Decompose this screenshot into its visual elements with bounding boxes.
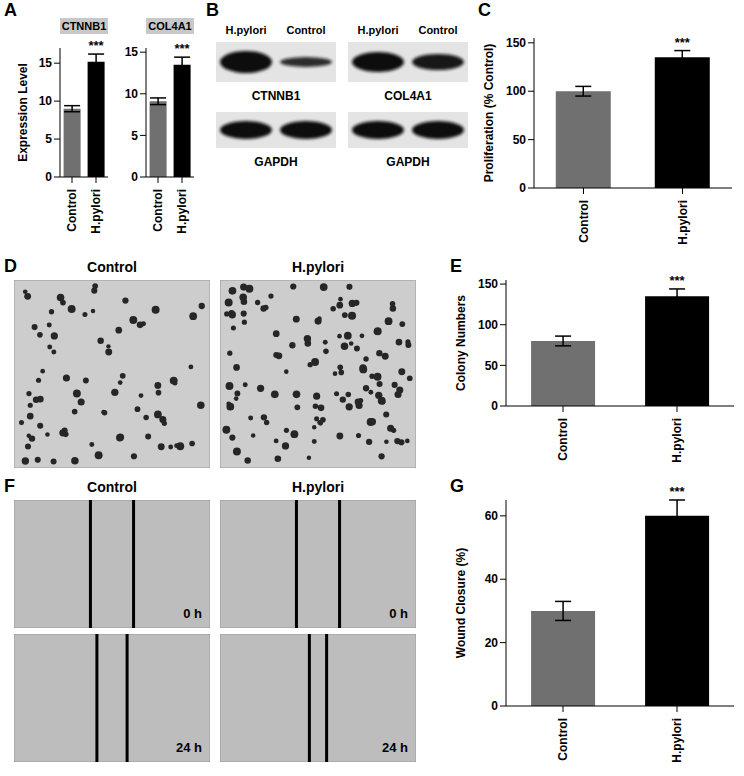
html-text:E: E	[450, 256, 462, 276]
html-text:F: F	[4, 476, 15, 496]
svg-text:20: 20	[485, 636, 499, 650]
svg-text:H.pylori: H.pylori	[89, 189, 103, 234]
svg-text:0: 0	[519, 181, 526, 195]
html-text:COL4A1: COL4A1	[148, 20, 192, 32]
svg-text:50: 50	[485, 359, 499, 373]
svg-text:***: ***	[89, 38, 105, 53]
svg-text:10: 10	[125, 87, 139, 101]
svg-text:Colony Numbers: Colony Numbers	[454, 295, 468, 391]
svg-text:Control: Control	[556, 718, 570, 761]
html-text:H.pylori: H.pylori	[291, 479, 345, 495]
html-text:A: A	[4, 0, 17, 20]
svg-text:0 h: 0 h	[389, 606, 408, 621]
svg-text:0: 0	[45, 170, 52, 184]
svg-text:COL4A1: COL4A1	[384, 89, 432, 103]
svg-text:100: 100	[478, 318, 498, 332]
svg-text:H.pylori: H.pylori	[676, 200, 690, 245]
svg-text:5: 5	[45, 132, 52, 146]
svg-text:100: 100	[506, 84, 526, 98]
svg-text:Control: Control	[65, 189, 79, 232]
svg-text:***: ***	[669, 484, 685, 499]
svg-text:Control: Control	[151, 189, 165, 232]
html-text:B: B	[206, 0, 219, 20]
html-text:Control: Control	[87, 479, 137, 495]
html-text:Control: Control	[87, 259, 137, 275]
svg-text:CTNNB1: CTNNB1	[252, 89, 301, 103]
svg-text:60: 60	[485, 509, 499, 523]
svg-text:10: 10	[39, 94, 53, 108]
svg-text:0: 0	[491, 399, 498, 413]
svg-text:Control: Control	[286, 24, 325, 36]
svg-text:150: 150	[478, 277, 498, 291]
svg-text:24 h: 24 h	[382, 740, 408, 755]
svg-text:GAPDH: GAPDH	[254, 155, 297, 169]
svg-text:0: 0	[131, 170, 138, 184]
svg-text:50: 50	[513, 133, 527, 147]
svg-text:Control: Control	[418, 24, 457, 36]
svg-text:H.pylori: H.pylori	[670, 718, 684, 763]
svg-text:Control: Control	[577, 200, 591, 243]
html-text:CTNNB1: CTNNB1	[61, 20, 107, 32]
svg-text:0 h: 0 h	[183, 606, 202, 621]
svg-text:***: ***	[175, 41, 191, 56]
html-text:C: C	[478, 0, 491, 20]
svg-text:H.pylori: H.pylori	[670, 418, 684, 463]
svg-text:H.pylori: H.pylori	[175, 189, 189, 234]
html-text:G: G	[450, 476, 464, 496]
svg-text:Wound Closure (%): Wound Closure (%)	[454, 548, 468, 658]
svg-text:H.pylori: H.pylori	[358, 24, 399, 36]
svg-text:Proliferation (% Control): Proliferation (% Control)	[482, 44, 496, 183]
svg-text:5: 5	[131, 129, 138, 143]
html-text:D: D	[4, 256, 17, 276]
svg-text:0: 0	[491, 699, 498, 713]
svg-text:Control: Control	[556, 418, 570, 461]
svg-text:Expression Level: Expression Level	[16, 63, 30, 162]
svg-text:GAPDH: GAPDH	[386, 155, 429, 169]
svg-text:40: 40	[485, 572, 499, 586]
svg-text:15: 15	[125, 45, 139, 59]
svg-text:***: ***	[669, 273, 685, 288]
svg-text:H.pylori: H.pylori	[226, 24, 267, 36]
svg-text:***: ***	[675, 35, 691, 50]
html-text:H.pylori: H.pylori	[291, 259, 345, 275]
svg-text:150: 150	[506, 36, 526, 50]
svg-text:24 h: 24 h	[176, 740, 202, 755]
svg-text:15: 15	[39, 56, 53, 70]
